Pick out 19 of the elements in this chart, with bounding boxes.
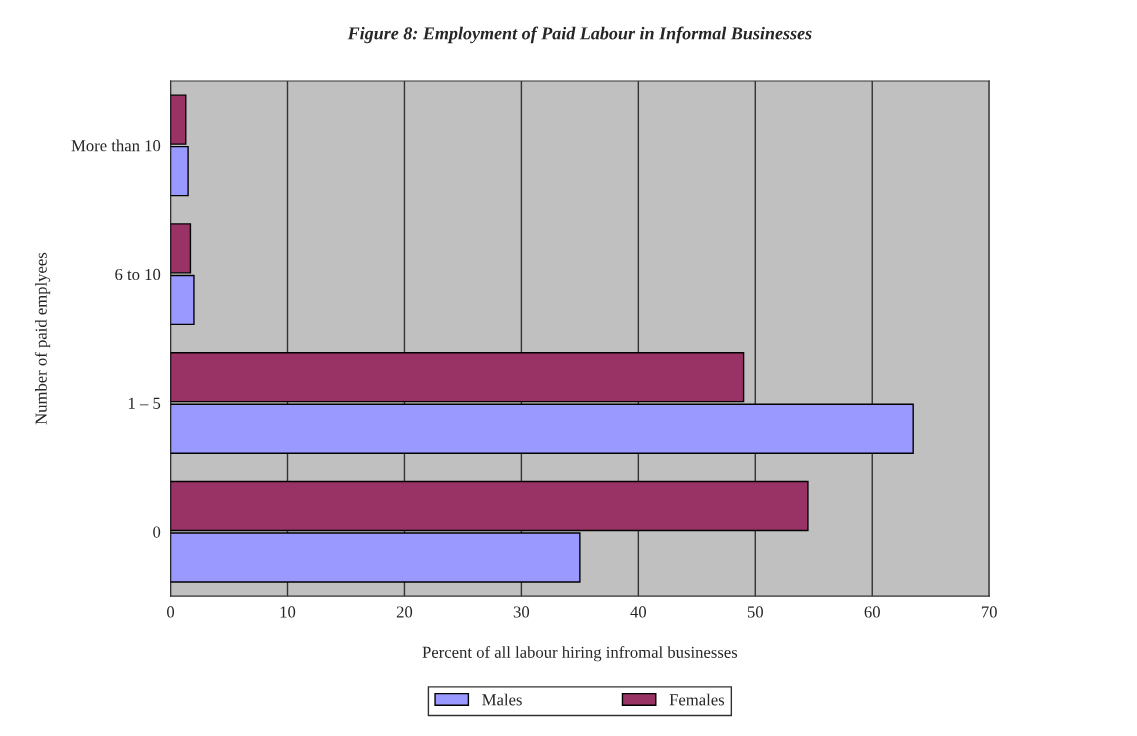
x-tick-label: 50 — [747, 606, 763, 618]
y-tick-label: More than 10 — [71, 139, 161, 152]
legend-label: Males — [482, 693, 522, 706]
x-tick-label: 60 — [864, 606, 880, 618]
x-tick-label: 20 — [396, 606, 413, 618]
x-tick-label: 70 — [981, 606, 997, 618]
x-tick-label: 10 — [280, 606, 296, 618]
y-tick-label: 0 — [153, 526, 161, 538]
x-axis-title: Percent of all labour hiring infromal businesses — [422, 646, 738, 662]
bar — [170, 403, 914, 454]
bar — [170, 352, 745, 403]
y-tick-label: 6 to 10 — [115, 268, 161, 281]
x-tick-label: 30 — [513, 606, 530, 618]
y-axis-title: Number of paid emplyees — [34, 252, 51, 425]
chart-title: Figure 8: Employment of Paid Labour in Informal Businesses — [347, 26, 812, 44]
legend-label: Females — [669, 693, 725, 706]
y-tick-label: 1 – 5 — [128, 397, 161, 409]
x-tick-label: 0 — [167, 606, 175, 618]
x-tick-label: 40 — [630, 606, 647, 618]
